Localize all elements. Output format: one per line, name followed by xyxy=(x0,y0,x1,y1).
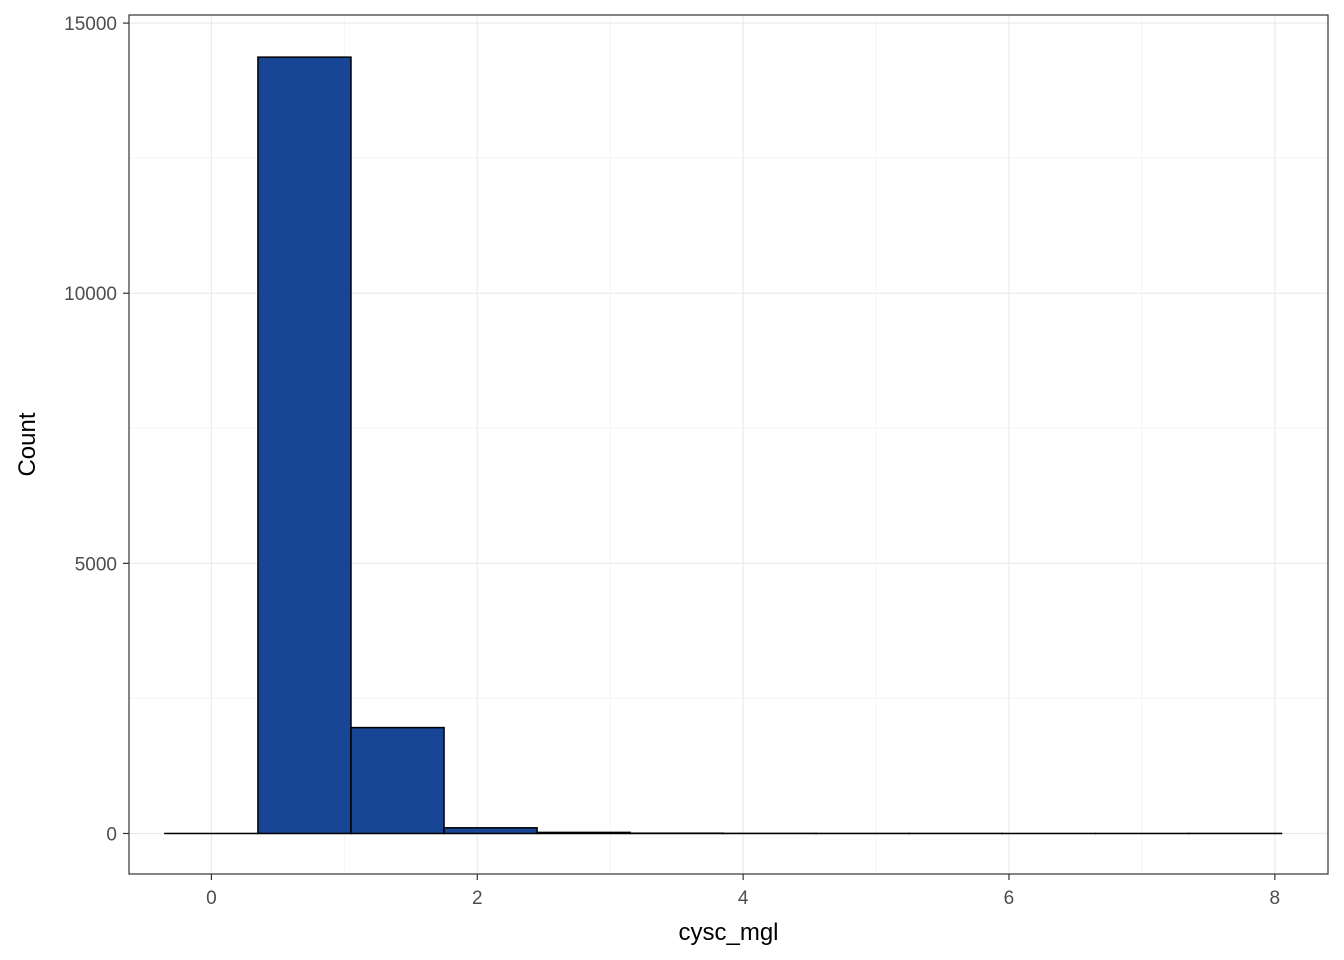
histogram-bar xyxy=(443,827,538,835)
histogram-bar xyxy=(350,726,445,835)
x-tick-label: 0 xyxy=(206,888,217,909)
x-tick-label: 2 xyxy=(472,888,483,909)
histogram-bar xyxy=(257,56,352,835)
y-axis-title: Count xyxy=(14,412,41,476)
x-tick-label: 8 xyxy=(1270,888,1281,909)
x-tick-label: 4 xyxy=(738,888,749,909)
y-axis: 0 5000 10000 15000 xyxy=(64,14,129,845)
histogram-bars xyxy=(164,56,1283,835)
x-axis: 0 2 4 6 8 xyxy=(206,874,1280,909)
x-axis-title: cysc_mgl xyxy=(678,919,778,946)
panel-border xyxy=(128,14,1329,875)
histogram-bar xyxy=(536,831,631,835)
x-tick-label: 6 xyxy=(1004,888,1015,909)
y-tick-label: 0 xyxy=(106,824,117,845)
y-tick-label: 5000 xyxy=(75,554,117,575)
y-tick-label: 10000 xyxy=(64,284,117,305)
y-tick-label: 15000 xyxy=(64,14,117,35)
